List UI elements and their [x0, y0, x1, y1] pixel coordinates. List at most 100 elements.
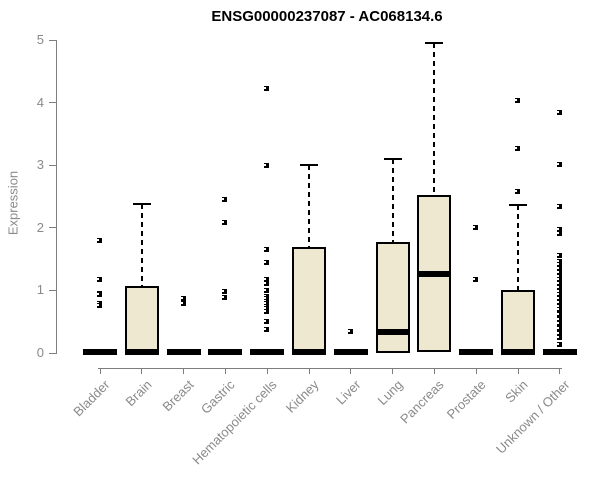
whisker-cap [300, 164, 318, 167]
x-axis-tick [517, 368, 519, 374]
outlier-point [556, 284, 562, 290]
outlier-point [556, 320, 562, 326]
y-tick-label: 0 [36, 345, 44, 360]
x-axis-tick [141, 368, 143, 374]
collapsed-box-bar [208, 349, 243, 355]
outlier-point [97, 237, 102, 243]
x-axis-tick [350, 368, 352, 374]
outlier-point [264, 86, 270, 92]
box-iqr [501, 289, 535, 353]
outlier-point [556, 307, 562, 313]
outlier-point [556, 277, 562, 283]
x-axis-tick [99, 368, 101, 374]
whisker-line [391, 158, 394, 242]
outlier-point [556, 269, 562, 275]
whisker-line [308, 165, 310, 247]
whisker-cap [383, 157, 402, 160]
outlier-point [264, 163, 270, 169]
collapsed-box-bar [83, 349, 117, 355]
x-tick-label: Brain [122, 377, 155, 410]
y-axis-tick [49, 289, 57, 291]
x-axis-tick [224, 368, 226, 374]
outlier-point [264, 326, 270, 332]
x-axis-tick [392, 368, 394, 374]
outlier-point [515, 145, 520, 151]
outlier-point [556, 203, 562, 209]
outlier-point [264, 260, 270, 266]
x-axis-tick [559, 368, 561, 374]
outlier-point [556, 326, 562, 332]
outlier-point [556, 266, 562, 272]
outlier-point [97, 303, 102, 309]
box-iqr [375, 241, 410, 353]
outlier-point [473, 276, 479, 282]
y-axis-tick [49, 164, 57, 166]
outlier-point [180, 296, 186, 302]
outlier-point [515, 189, 520, 195]
outlier-point [264, 288, 270, 294]
collapsed-box-bar [250, 349, 285, 355]
box-iqr [124, 286, 159, 353]
y-axis-tick [49, 39, 57, 41]
whisker-cap [509, 204, 527, 207]
outlier-point [264, 298, 270, 304]
x-axis-tick [433, 368, 435, 374]
x-tick-label: Kidney [282, 377, 322, 416]
whisker-line [140, 204, 143, 286]
chart-title: ENSG00000237087 - AC068134.6 [211, 8, 443, 25]
x-axis-tick [183, 368, 185, 374]
outlier-point [556, 281, 562, 287]
y-axis-line [56, 40, 57, 354]
y-axis-tick [49, 227, 57, 229]
collapsed-box-bar [459, 349, 494, 355]
x-axis-line [98, 368, 562, 369]
outlier-point [556, 258, 562, 264]
x-tick-label: Pancreas [397, 377, 447, 427]
y-tick-label: 3 [36, 157, 44, 173]
x-tick-label: Skin [502, 377, 531, 406]
outlier-point [222, 220, 228, 226]
outlier-point [556, 288, 562, 294]
x-tick-label: Breast [159, 377, 197, 415]
x-tick-label: Unknown / Other [492, 377, 573, 457]
y-axis-tick [49, 352, 57, 354]
outlier-point [556, 303, 562, 309]
outlier-point [556, 334, 562, 340]
median-line [124, 348, 159, 355]
outlier-point [556, 341, 562, 347]
x-axis-tick [266, 368, 268, 374]
outlier-point [97, 277, 102, 283]
x-tick-label: Bladder [70, 377, 113, 420]
x-tick-label: Liver [332, 377, 364, 408]
collapsed-box-bar [542, 349, 577, 355]
outlier-point [97, 292, 102, 298]
outlier-point [556, 292, 562, 298]
outlier-point [556, 296, 562, 302]
x-axis-tick [308, 368, 310, 374]
collapsed-box-bar [333, 349, 368, 355]
outlier-point [556, 312, 562, 318]
outlier-point [264, 246, 270, 252]
outlier-point [264, 308, 270, 314]
outlier-point [556, 262, 562, 268]
median-line [501, 348, 535, 355]
outlier-point [556, 231, 562, 237]
outlier-point [556, 227, 562, 233]
outlier-point [473, 224, 479, 230]
outlier-point [556, 109, 562, 115]
outlier-point [264, 276, 270, 282]
y-tick-label: 2 [36, 219, 44, 235]
outlier-point [222, 294, 228, 300]
x-tick-label: Prostate [443, 377, 489, 422]
x-axis-tick [475, 368, 477, 374]
y-tick-label: 5 [36, 32, 44, 47]
outlier-point [556, 252, 562, 258]
outlier-point [180, 300, 186, 306]
median-line [375, 329, 410, 336]
whisker-cap [132, 203, 151, 205]
x-tick-label: Gastric [198, 377, 238, 417]
whisker-line [517, 205, 519, 290]
outlier-point [556, 162, 562, 168]
median-line [292, 348, 326, 355]
